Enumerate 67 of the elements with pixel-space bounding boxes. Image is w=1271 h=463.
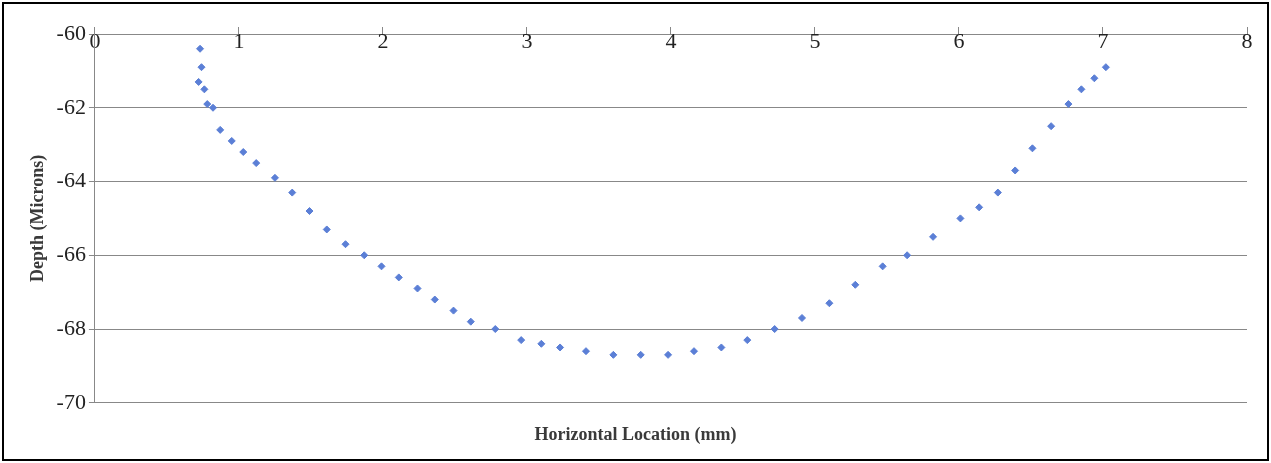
point — [200, 85, 209, 94]
x-axis-title: Horizontal Location (mm) — [533, 424, 738, 445]
point — [636, 350, 645, 359]
point — [1090, 74, 1099, 83]
x-tick-label: 2 — [377, 27, 389, 53]
y-tick-label: -70 — [56, 388, 86, 414]
y-tick-label: -66 — [56, 241, 86, 267]
point — [517, 336, 526, 345]
point — [194, 77, 203, 86]
point — [609, 350, 618, 359]
y-tick-label: -64 — [56, 167, 86, 193]
point — [322, 225, 331, 234]
point — [252, 159, 261, 168]
point — [209, 103, 218, 112]
point — [956, 214, 965, 223]
point — [975, 203, 984, 212]
point — [717, 343, 726, 352]
point — [878, 262, 887, 271]
point — [466, 317, 475, 326]
point — [537, 339, 546, 348]
point — [288, 188, 297, 197]
y-tick-label: -60 — [56, 19, 86, 45]
point — [305, 207, 314, 216]
point — [413, 284, 422, 293]
point — [239, 148, 248, 157]
x-tick-label: 6 — [953, 27, 965, 53]
point — [556, 343, 565, 352]
x-tick-label: 0 — [89, 27, 101, 53]
point — [1064, 100, 1073, 109]
point — [449, 306, 458, 315]
point — [1101, 63, 1110, 72]
point — [582, 347, 590, 356]
point — [1028, 144, 1037, 153]
y-tick-label: -62 — [56, 93, 86, 119]
point — [903, 251, 912, 260]
point — [743, 336, 752, 345]
point — [270, 173, 279, 182]
x-tick-label: 8 — [1241, 27, 1253, 53]
point — [993, 188, 1002, 197]
point — [491, 325, 500, 334]
point — [851, 280, 860, 289]
point — [394, 273, 403, 282]
point — [1047, 122, 1056, 131]
y-axis-title: Depth (Microns) — [27, 154, 49, 282]
point — [798, 313, 807, 322]
point — [196, 44, 205, 53]
y-tick-label: -68 — [56, 314, 86, 340]
point — [227, 136, 236, 145]
x-tick-label: 5 — [809, 27, 821, 53]
point — [377, 262, 386, 271]
x-tick-label: 3 — [521, 27, 533, 53]
x-tick-label: 7 — [1097, 27, 1109, 53]
point — [1077, 85, 1086, 94]
point — [197, 63, 206, 72]
point — [825, 299, 834, 308]
point — [341, 240, 350, 249]
point — [1011, 166, 1020, 175]
point — [216, 125, 225, 134]
point — [430, 295, 439, 304]
point — [690, 347, 699, 356]
point — [770, 325, 779, 334]
point — [203, 100, 212, 109]
point — [664, 350, 673, 359]
x-tick-label: 1 — [233, 27, 245, 53]
point — [929, 232, 938, 241]
point — [360, 251, 369, 260]
x-tick-label: 4 — [665, 27, 677, 53]
